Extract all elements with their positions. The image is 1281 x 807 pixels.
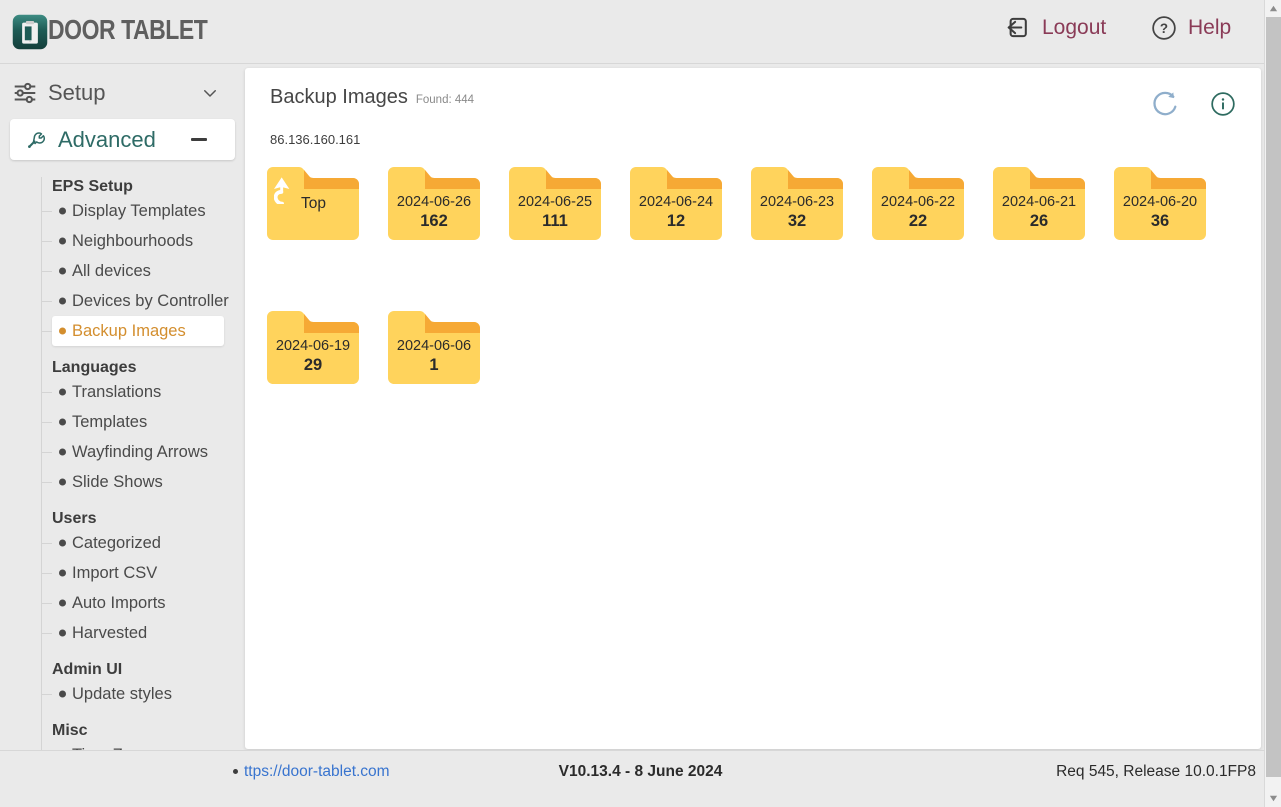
svg-text:?: ? xyxy=(1160,21,1168,36)
